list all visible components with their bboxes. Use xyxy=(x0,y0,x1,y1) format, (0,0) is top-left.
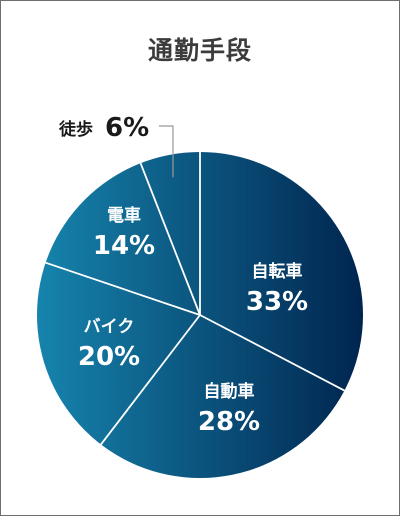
slice-value-label: 14% xyxy=(93,231,155,261)
slice-divider xyxy=(139,162,201,316)
slice-label: バイク xyxy=(84,317,135,337)
slice-label: 徒歩 xyxy=(58,119,93,140)
chart-title: 通勤手段 xyxy=(147,36,252,65)
slice-divider xyxy=(100,314,201,445)
slice-label: 自動車 xyxy=(204,381,255,402)
slice-divider xyxy=(45,261,201,316)
leader-line xyxy=(159,125,174,178)
slice-value-label: 20% xyxy=(78,342,140,372)
slice-label: 自転車 xyxy=(252,261,303,282)
slice-value-label: 6% xyxy=(105,113,149,143)
slice-value-label: 28% xyxy=(198,407,260,437)
slice-value-label: 33% xyxy=(246,287,308,317)
slice-divider xyxy=(199,314,345,392)
slice-label: 電車 xyxy=(107,205,141,226)
